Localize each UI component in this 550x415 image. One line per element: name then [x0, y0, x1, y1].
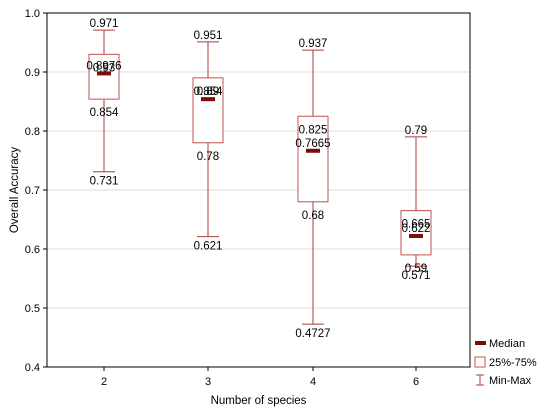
- legend: Median 25%-75% Min-Max: [474, 338, 537, 387]
- data-label-q3: 0.825: [299, 124, 328, 136]
- legend-item-median: Median: [475, 338, 525, 350]
- data-label-max: 0.951: [194, 30, 223, 42]
- y-tick-label: 0.5: [25, 303, 40, 315]
- data-label-min: 0.4727: [295, 328, 330, 340]
- data-label-min: 0.621: [194, 241, 223, 253]
- boxes-group: [88, 29, 432, 325]
- legend-box-swatch: [474, 356, 486, 368]
- iqr-box: [88, 53, 120, 100]
- data-label-max: 0.79: [405, 125, 427, 137]
- y-tick-label: 0.8: [25, 126, 40, 138]
- iqr-box: [297, 115, 329, 203]
- median-marker: [97, 71, 111, 76]
- box-3: [192, 41, 224, 238]
- data-label-q3: 0.93: [93, 62, 115, 74]
- y-axis-title: Overall Accuracy: [9, 147, 21, 234]
- median-marker: [409, 234, 423, 239]
- x-tick-label: 2: [101, 376, 107, 388]
- legend-item-box: 25%-75%: [474, 356, 537, 369]
- x-axis-title: Number of species: [211, 395, 307, 407]
- data-label-median: 0.622: [402, 223, 431, 235]
- data-label-q1: 0.59: [405, 263, 427, 275]
- data-label-median: 0.7665: [295, 138, 330, 150]
- data-label-median: 0.854: [194, 86, 223, 98]
- y-tick-label: 0.9: [25, 67, 40, 79]
- x-tick-label: 3: [205, 376, 211, 388]
- data-label-median: 0.8976: [86, 60, 121, 72]
- x-axis-ticks: 2 3 4 6: [101, 367, 419, 388]
- data-label-q1: 0.854: [90, 107, 119, 119]
- box-4: [297, 49, 329, 325]
- box-2: [88, 29, 120, 173]
- y-axis-ticks: 0.4 0.5 0.6 0.7 0.8 0.9 1.0: [25, 8, 47, 374]
- data-label-q1: 0.78: [197, 151, 219, 163]
- data-label-q1: 0.68: [302, 210, 324, 222]
- legend-label: Median: [489, 338, 525, 350]
- iqr-box: [400, 210, 432, 256]
- data-label-q3: 0.89: [197, 86, 219, 98]
- legend-label: 25%-75%: [489, 357, 537, 369]
- legend-median-swatch: [475, 341, 486, 345]
- data-labels-group: 0.9710.930.89760.8540.7310.9510.890.8540…: [86, 18, 430, 340]
- y-tick-label: 0.4: [25, 362, 40, 374]
- data-label-max: 0.937: [299, 38, 328, 50]
- legend-label: Min-Max: [489, 375, 532, 387]
- data-label-min: 0.731: [90, 176, 119, 188]
- x-tick-label: 6: [413, 376, 419, 388]
- iqr-box: [192, 77, 224, 144]
- median-marker: [306, 148, 320, 153]
- box-6: [400, 136, 432, 267]
- data-label-q3: 0.665: [402, 219, 431, 231]
- legend-item-whisker: Min-Max: [476, 374, 532, 387]
- data-label-max: 0.971: [90, 18, 119, 30]
- y-tick-label: 1.0: [25, 8, 40, 20]
- median-marker: [201, 97, 215, 102]
- x-tick-label: 4: [310, 376, 316, 388]
- data-label-min: 0.571: [402, 270, 431, 282]
- y-tick-label: 0.7: [25, 185, 40, 197]
- y-tick-label: 0.6: [25, 244, 40, 256]
